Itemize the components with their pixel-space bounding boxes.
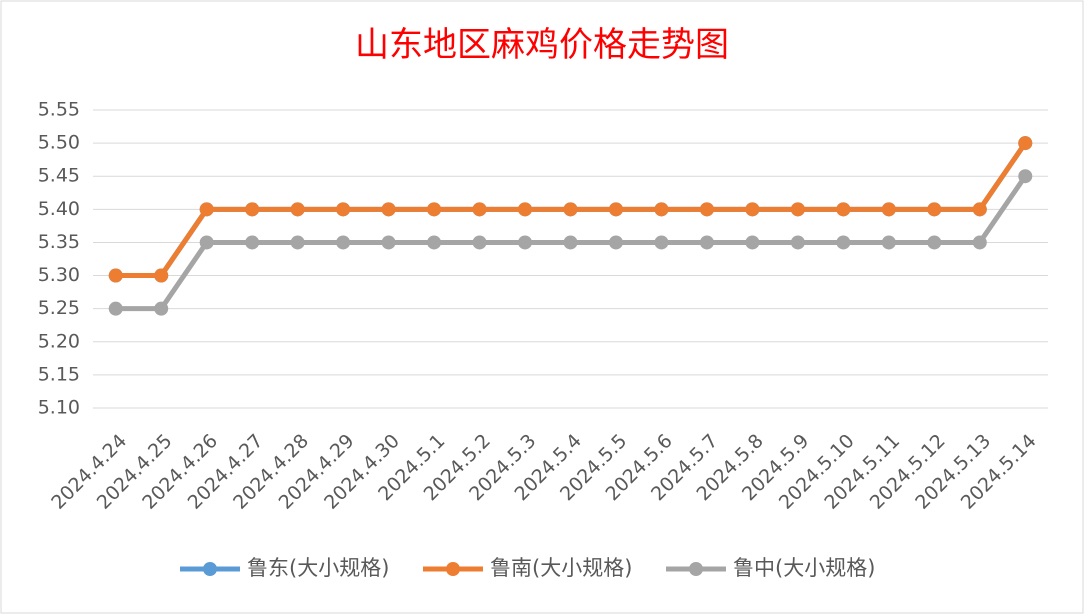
point	[836, 235, 851, 250]
point	[518, 235, 533, 250]
point	[1018, 136, 1033, 151]
point	[381, 235, 396, 250]
legend-label: 鲁东(大小规格)	[247, 556, 389, 580]
y-tick-label: 5.20	[38, 330, 80, 352]
point	[972, 202, 987, 217]
point	[199, 235, 214, 250]
point	[927, 202, 942, 217]
point	[290, 202, 305, 217]
point	[836, 202, 851, 217]
point	[881, 202, 896, 217]
point	[745, 235, 760, 250]
y-tick-label: 5.15	[38, 363, 80, 385]
legend-label: 鲁南(大小规格)	[490, 556, 632, 580]
y-tick-label: 5.35	[38, 231, 80, 253]
y-tick-label: 5.30	[38, 264, 80, 286]
point	[745, 202, 760, 217]
point	[336, 235, 351, 250]
legend-marker	[203, 562, 217, 576]
point	[381, 202, 396, 217]
legend-marker	[446, 562, 460, 576]
y-tick-label: 5.55	[38, 99, 80, 121]
point	[563, 202, 578, 217]
point	[972, 235, 987, 250]
point	[290, 235, 305, 250]
point	[654, 202, 669, 217]
point	[699, 202, 714, 217]
point	[927, 235, 942, 250]
y-tick-label: 5.40	[38, 198, 80, 220]
point	[790, 235, 805, 250]
point	[199, 202, 214, 217]
point	[608, 235, 623, 250]
point	[336, 202, 351, 217]
legend-marker	[689, 562, 703, 576]
y-tick-label: 5.50	[38, 132, 80, 154]
point	[699, 235, 714, 250]
point	[427, 202, 442, 217]
y-tick-label: 5.45	[38, 165, 80, 187]
point	[154, 301, 169, 316]
point	[245, 202, 260, 217]
y-tick-label: 5.25	[38, 297, 80, 319]
point	[154, 268, 169, 283]
point	[881, 235, 896, 250]
point	[108, 268, 123, 283]
point	[472, 202, 487, 217]
point	[518, 202, 533, 217]
point	[108, 301, 123, 316]
point	[427, 235, 442, 250]
chart-title: 山东地区麻鸡价格走势图	[355, 25, 729, 65]
point	[563, 235, 578, 250]
point	[1018, 169, 1033, 184]
point	[472, 235, 487, 250]
y-tick-label: 5.10	[38, 397, 80, 419]
point	[608, 202, 623, 217]
point	[245, 235, 260, 250]
legend-label: 鲁中(大小规格)	[733, 556, 875, 580]
point	[654, 235, 669, 250]
point	[790, 202, 805, 217]
